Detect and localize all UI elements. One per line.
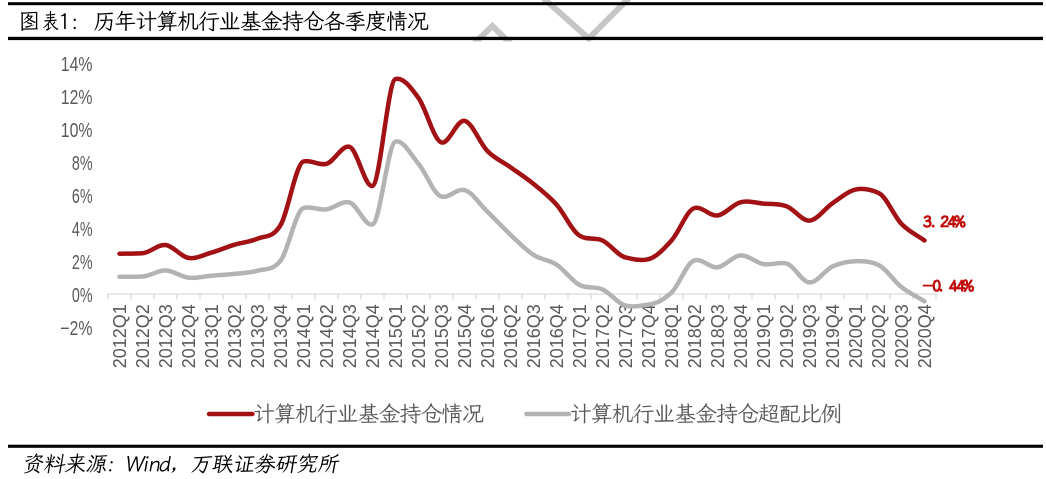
svg-text:2013Q2: 2013Q2: [225, 304, 245, 368]
svg-text:2017Q4: 2017Q4: [639, 304, 659, 368]
svg-text:2017Q2: 2017Q2: [593, 304, 613, 368]
svg-text:2016Q1: 2016Q1: [478, 304, 498, 368]
svg-text:14%: 14%: [61, 54, 93, 76]
svg-text:2018Q3: 2018Q3: [708, 304, 728, 368]
svg-text:2014Q4: 2014Q4: [363, 304, 383, 368]
svg-text:2018Q2: 2018Q2: [685, 304, 705, 368]
svg-text:2013Q3: 2013Q3: [248, 304, 268, 368]
svg-text:2012Q1: 2012Q1: [110, 304, 130, 368]
svg-text:2014Q1: 2014Q1: [294, 304, 314, 368]
svg-text:−2%: −2%: [60, 318, 92, 340]
svg-text:2015Q3: 2015Q3: [432, 304, 452, 368]
svg-text:4%: 4%: [72, 219, 93, 241]
svg-text:2%: 2%: [72, 252, 93, 274]
svg-text:2019Q3: 2019Q3: [800, 304, 820, 368]
svg-text:2016Q3: 2016Q3: [524, 304, 544, 368]
svg-text:2019Q4: 2019Q4: [823, 304, 843, 368]
svg-text:2012Q2: 2012Q2: [133, 304, 153, 368]
svg-text:2019Q2: 2019Q2: [777, 304, 797, 368]
svg-text:2020Q1: 2020Q1: [846, 304, 866, 368]
svg-text:2012Q3: 2012Q3: [156, 304, 176, 368]
svg-text:2020Q4: 2020Q4: [915, 304, 935, 368]
svg-text:2012Q4: 2012Q4: [179, 304, 199, 368]
svg-text:2013Q4: 2013Q4: [271, 304, 291, 368]
svg-text:2013Q1: 2013Q1: [202, 304, 222, 368]
svg-text:2014Q3: 2014Q3: [340, 304, 360, 368]
svg-text:2020Q2: 2020Q2: [869, 304, 889, 368]
svg-text:2018Q4: 2018Q4: [731, 304, 751, 368]
svg-text:2018Q1: 2018Q1: [662, 304, 682, 368]
svg-text:2015Q2: 2015Q2: [409, 304, 429, 368]
svg-text:2014Q2: 2014Q2: [317, 304, 337, 368]
svg-text:2015Q1: 2015Q1: [386, 304, 406, 368]
svg-text:8%: 8%: [72, 153, 93, 175]
svg-text:0%: 0%: [72, 285, 93, 307]
svg-text:6%: 6%: [72, 186, 93, 208]
svg-text:10%: 10%: [61, 120, 93, 142]
svg-text:2019Q1: 2019Q1: [754, 304, 774, 368]
svg-text:2016Q4: 2016Q4: [547, 304, 567, 368]
svg-text:2017Q3: 2017Q3: [616, 304, 636, 368]
svg-text:2017Q1: 2017Q1: [570, 304, 590, 368]
svg-text:2015Q4: 2015Q4: [455, 304, 475, 368]
svg-text:12%: 12%: [61, 87, 93, 109]
svg-text:2016Q2: 2016Q2: [501, 304, 521, 368]
svg-text:2020Q3: 2020Q3: [892, 304, 912, 368]
